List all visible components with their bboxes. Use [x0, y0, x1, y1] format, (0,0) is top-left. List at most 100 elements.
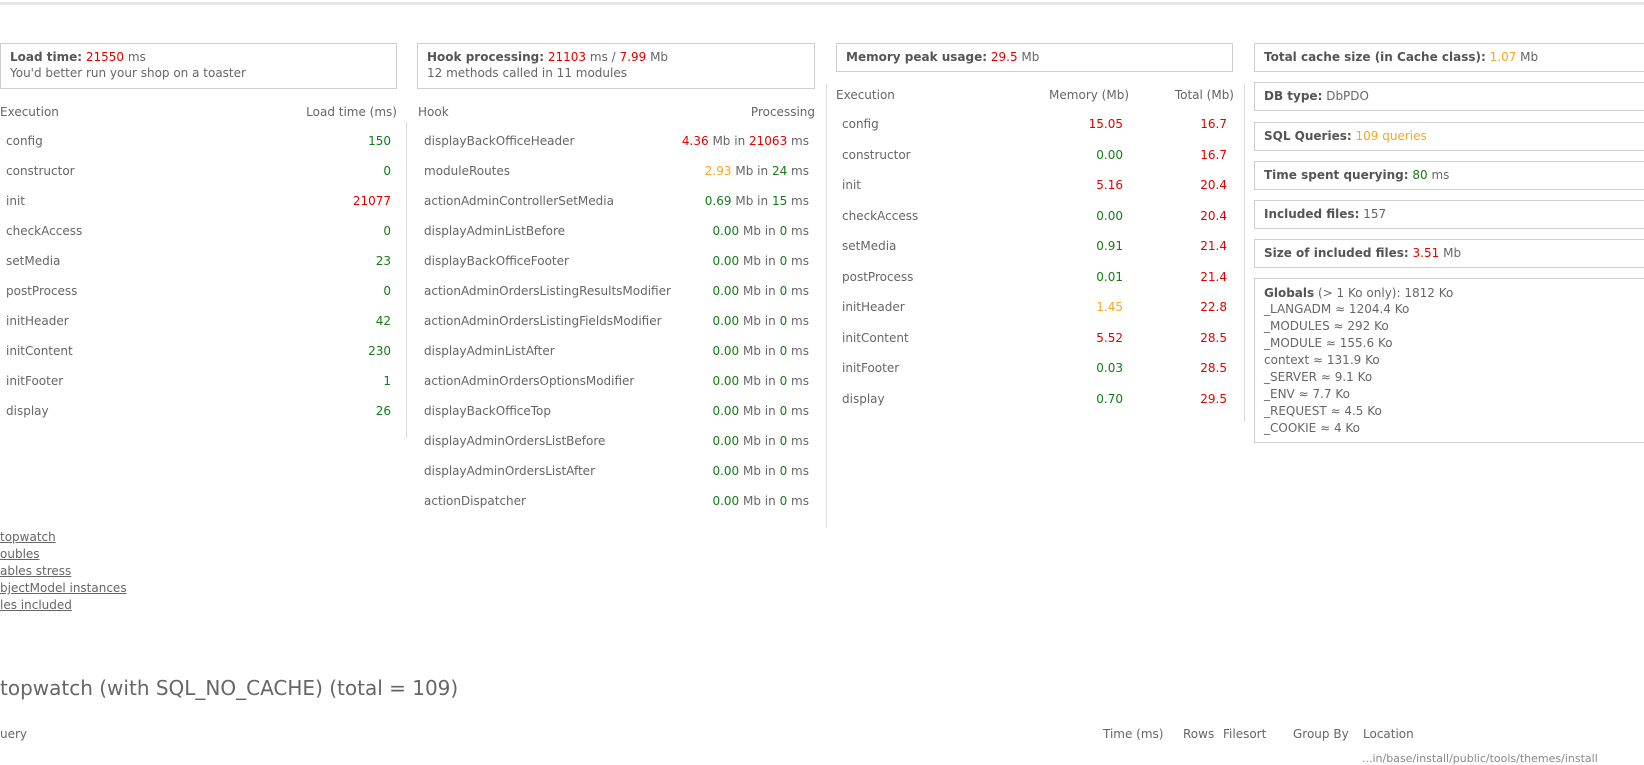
hook-row: actionAdminControllerSetMedia 0.69 Mb in …: [418, 186, 815, 216]
link-stopwatch[interactable]: topwatch: [0, 530, 56, 544]
hook-processing: 0.00 Mb in 0 ms: [712, 276, 809, 306]
hook-ms-word: ms: [791, 374, 809, 388]
memory-total: 16.7: [1200, 117, 1227, 131]
sql-time-header: Time (ms): [1103, 727, 1164, 741]
hook-processing: 0.00 Mb in 0 ms: [712, 246, 809, 276]
db-type-box: DB type: DbPDO: [1254, 82, 1644, 111]
memory-exec-name: checkAccess: [842, 208, 919, 223]
hook-row: actionAdminOrdersListingResultsModifier 0…: [418, 276, 815, 306]
hook-mem: 0.00: [712, 494, 740, 508]
hook-time: 0: [779, 224, 788, 238]
exec-loadtime: 42: [375, 314, 391, 328]
hook-row: displayAdminOrdersListBefore 0.00 Mb in 0…: [418, 426, 815, 456]
cache-size-box: Total cache size (in Cache class): 1.07 …: [1254, 43, 1644, 72]
exec-name: initContent: [6, 344, 73, 358]
hook-ms-word: ms: [791, 164, 809, 178]
cache-size-label: Total cache size (in Cache class):: [1264, 50, 1486, 64]
hook-mb-word: Mb: [742, 284, 761, 298]
exec-row: config 150: [0, 126, 397, 156]
exec-name: init: [6, 194, 25, 208]
query-time-label: Time spent querying:: [1264, 168, 1409, 182]
hook-ms-word: ms: [791, 404, 809, 418]
hook-time: 0: [779, 494, 788, 508]
memory-value: 15.05: [1088, 117, 1123, 131]
memory-total: 29.5: [1200, 391, 1227, 406]
memory-exec-name: initHeader: [842, 300, 905, 314]
hook-ms-word: ms: [791, 314, 809, 328]
hook-mb-word: Mb: [742, 494, 761, 508]
hook-in-word: in: [734, 134, 746, 148]
sql-query-header: uery: [0, 727, 28, 741]
hook-box: Hook processing: 21103 ms / 7.99 Mb 12 m…: [417, 43, 815, 89]
link-doubles[interactable]: oubles: [0, 547, 40, 561]
memory-exec-name: init: [842, 178, 861, 192]
memory-total: 20.4: [1200, 178, 1227, 192]
memory-value: 1.45: [1096, 300, 1123, 314]
hook-in-word: in: [764, 464, 776, 478]
hook-time: 0: [779, 374, 788, 388]
memory-value: 0.91: [1096, 239, 1123, 253]
sql-queries-box: SQL Queries: 109 queries: [1254, 122, 1644, 151]
link-files-included[interactable]: les included: [0, 598, 72, 612]
hook-in-word: in: [764, 284, 776, 298]
mem-exec-col-header: Execution: [836, 88, 895, 102]
hook-row: displayAdminListAfter 0.00 Mb in 0 ms: [418, 336, 815, 366]
memory-value: 0.00: [1096, 208, 1123, 223]
memory-box: Memory peak usage: 29.5 Mb: [836, 43, 1233, 72]
hook-processing: 0.00 Mb in 0 ms: [712, 486, 809, 516]
exec-name: checkAccess: [6, 224, 83, 238]
hook-ms-word: ms: [791, 464, 809, 478]
sql-filesort-header: Filesort: [1223, 727, 1267, 741]
hook-in-word: in: [764, 374, 776, 388]
hook-mem-value: 7.99: [619, 50, 647, 64]
hook-ms-word: ms: [791, 134, 809, 148]
hook-processing: 2.93 Mb in 24 ms: [705, 156, 809, 186]
hook-name: displayBackOfficeHeader: [424, 134, 575, 148]
hook-mem: 0.00: [712, 284, 740, 298]
hook-ms-word: ms: [791, 194, 809, 208]
col2-divider: [826, 84, 827, 528]
memory-unit: Mb: [1021, 50, 1040, 64]
col3-divider: [1244, 84, 1245, 422]
memory-total: 21.4: [1200, 239, 1227, 253]
exec-row: init 21077: [0, 186, 397, 216]
db-type-value: DbPDO: [1326, 89, 1369, 103]
hook-name: actionAdminOrdersListingResultsModifier: [424, 284, 671, 298]
hook-name: displayAdminOrdersListAfter: [424, 464, 595, 478]
memory-exec-name: initFooter: [842, 361, 900, 375]
memory-row: initFooter 0.03 28.5: [836, 353, 1233, 383]
exec-name: display: [6, 404, 49, 418]
memory-value: 0.01: [1096, 269, 1123, 284]
memory-row: initContent 5.52 28.5: [836, 323, 1233, 353]
memory-label: Memory peak usage:: [846, 50, 988, 64]
files-size-value: 3.51: [1412, 246, 1440, 260]
link-tables-stress[interactable]: ables stress: [0, 564, 72, 578]
hook-mem: 4.36: [681, 134, 709, 148]
hook-time: 0: [779, 254, 788, 268]
hook-processing: 0.00 Mb in 0 ms: [712, 396, 809, 426]
hook-row: actionAdminOrdersOptionsModifier 0.00 Mb …: [418, 366, 815, 396]
memory-exec-name: postProcess: [842, 269, 914, 284]
hook-name: displayAdminListAfter: [424, 344, 555, 358]
exec-loadtime: 0: [383, 284, 391, 298]
hook-mem: 0.00: [712, 464, 740, 478]
hook-mem: 0.00: [712, 254, 740, 268]
included-files-box: Included files: 157: [1254, 200, 1644, 229]
memory-value: 0.00: [1096, 147, 1123, 162]
hook-processing: 0.69 Mb in 15 ms: [705, 186, 809, 216]
hook-row: displayBackOfficeTop 0.00 Mb in 0 ms: [418, 396, 815, 426]
sql-groupby-header: Group By: [1293, 727, 1349, 741]
memory-row: display 0.70 29.5: [836, 384, 1233, 414]
hook-note: 12 methods called in 11 modules: [427, 66, 627, 80]
hook-row: displayBackOfficeFooter 0.00 Mb in 0 ms: [418, 246, 815, 276]
hook-in-word: in: [757, 164, 769, 178]
hook-processing: 0.00 Mb in 0 ms: [712, 336, 809, 366]
link-objectmodel-instances[interactable]: bjectModel instances: [0, 581, 127, 595]
hook-col-header: Hook: [418, 105, 449, 119]
sql-queries-label: SQL Queries:: [1264, 129, 1352, 143]
hook-name: displayBackOfficeTop: [424, 404, 552, 418]
files-size-label: Size of included files:: [1264, 246, 1409, 260]
hook-time: 0: [779, 284, 788, 298]
hook-name: displayAdminListBefore: [424, 224, 566, 238]
hook-time: 21063: [749, 134, 788, 148]
